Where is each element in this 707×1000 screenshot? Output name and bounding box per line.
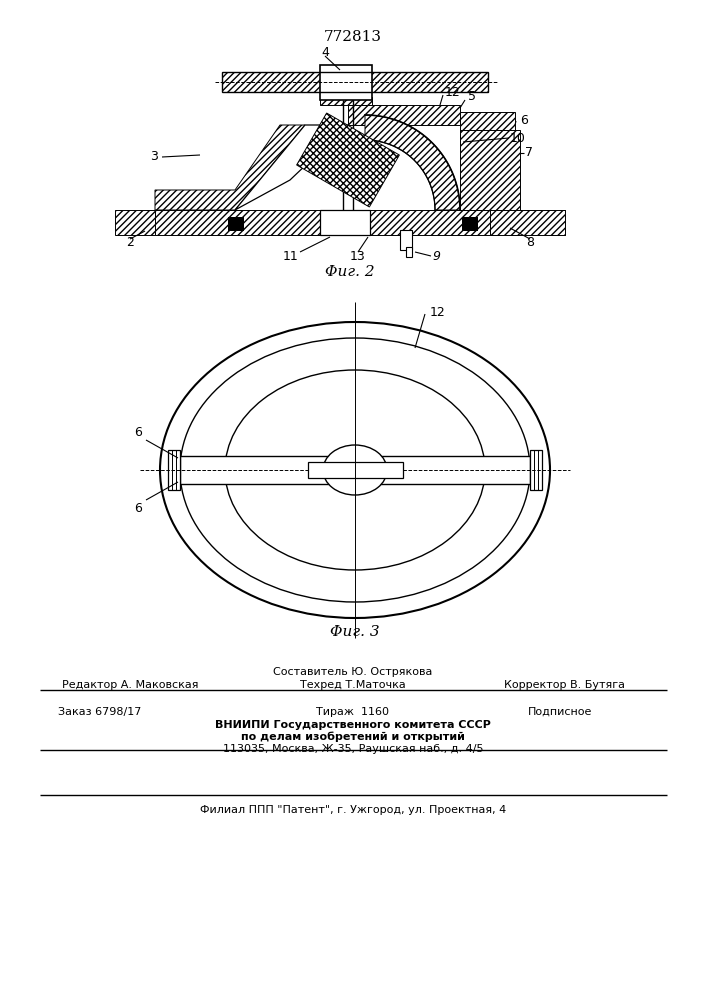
Text: Корректор В. Бутяга: Корректор В. Бутяга [505,680,626,690]
Text: 7: 7 [525,146,533,159]
Text: 12: 12 [430,306,445,318]
Bar [530,450,542,490]
Text: Филиал ППП "Патент", г. Ужгород, ул. Проектная, 4: Филиал ППП "Патент", г. Ужгород, ул. Про… [200,805,506,815]
Ellipse shape [323,445,387,495]
Text: ВНИИПИ Государственного комитета СССР: ВНИИПИ Государственного комитета СССР [215,720,491,730]
Ellipse shape [160,322,550,618]
Bar [520,210,565,235]
Bar [308,462,402,478]
Polygon shape [348,105,460,125]
Bar [462,217,478,231]
Text: Подписное: Подписное [528,707,592,717]
Text: 6: 6 [134,426,142,438]
Text: Φиг. 3: Φиг. 3 [330,625,380,639]
Bar [320,97,372,105]
Bar [490,210,565,235]
Text: 6: 6 [520,114,528,127]
Polygon shape [365,115,460,210]
Text: 12: 12 [445,86,461,99]
Bar [228,217,244,231]
Bar [350,210,520,235]
Text: Заказ 6798/17: Заказ 6798/17 [58,707,141,717]
Text: Редактор А. Маковская: Редактор А. Маковская [62,680,198,690]
Bar [168,450,180,490]
Bar [115,210,155,235]
Polygon shape [235,125,348,210]
Ellipse shape [180,338,530,602]
Text: 2: 2 [126,236,134,249]
Polygon shape [297,113,399,207]
Bar [460,130,480,148]
Bar [358,72,488,92]
Bar [155,210,350,235]
Polygon shape [155,125,305,210]
Bar [320,210,370,235]
Text: 113035, Москва, Ж-35, Раушская наб., д. 4/5: 113035, Москва, Ж-35, Раушская наб., д. … [223,744,484,754]
Text: 10: 10 [510,131,526,144]
Bar [460,112,515,130]
Bar [180,456,530,484]
Text: 772813: 772813 [324,30,382,44]
Ellipse shape [225,370,485,570]
Text: 3: 3 [150,150,158,163]
Text: 11: 11 [282,249,298,262]
Text: Тираж  1160: Тираж 1160 [317,707,390,717]
Text: Φиг. 2: Φиг. 2 [325,265,375,279]
Text: 6: 6 [134,502,142,514]
Text: 5: 5 [468,91,476,104]
Text: по делам изобретений и открытий: по делам изобретений и открытий [241,732,465,742]
Text: 9: 9 [432,249,440,262]
Bar [460,130,520,210]
Text: Составитель Ю. Острякова: Составитель Ю. Острякова [274,667,433,677]
Bar [400,230,412,250]
Bar [320,65,372,100]
Text: 4: 4 [321,45,329,58]
Bar [222,72,322,92]
Text: 13: 13 [350,249,366,262]
Text: 8: 8 [526,236,534,249]
Bar [406,247,412,257]
Text: Техред Т.Маточка: Техред Т.Маточка [300,680,406,690]
